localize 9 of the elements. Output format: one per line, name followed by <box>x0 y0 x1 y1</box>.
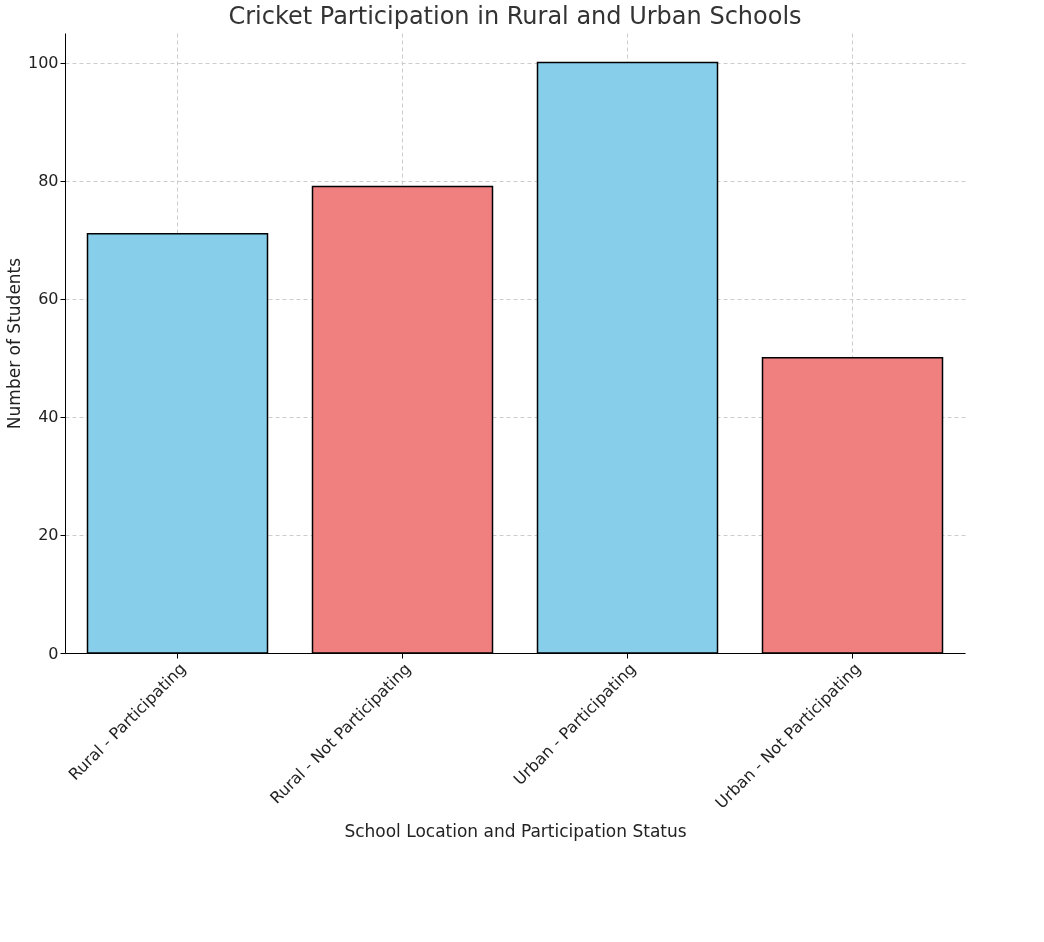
y-tick-label: 80 <box>38 171 59 191</box>
y-tick-label: 0 <box>48 643 59 663</box>
y-tick-label: 100 <box>27 53 59 73</box>
y-tick-label: 40 <box>38 407 59 427</box>
y-axis-title: Number of Students <box>3 257 24 430</box>
chart-title: Cricket Participation in Rural and Urban Schools <box>228 2 802 30</box>
y-tick-label: 60 <box>38 289 59 309</box>
y-tick-label: 20 <box>38 525 59 545</box>
x-axis-title: School Location and Participation Status <box>344 820 687 841</box>
